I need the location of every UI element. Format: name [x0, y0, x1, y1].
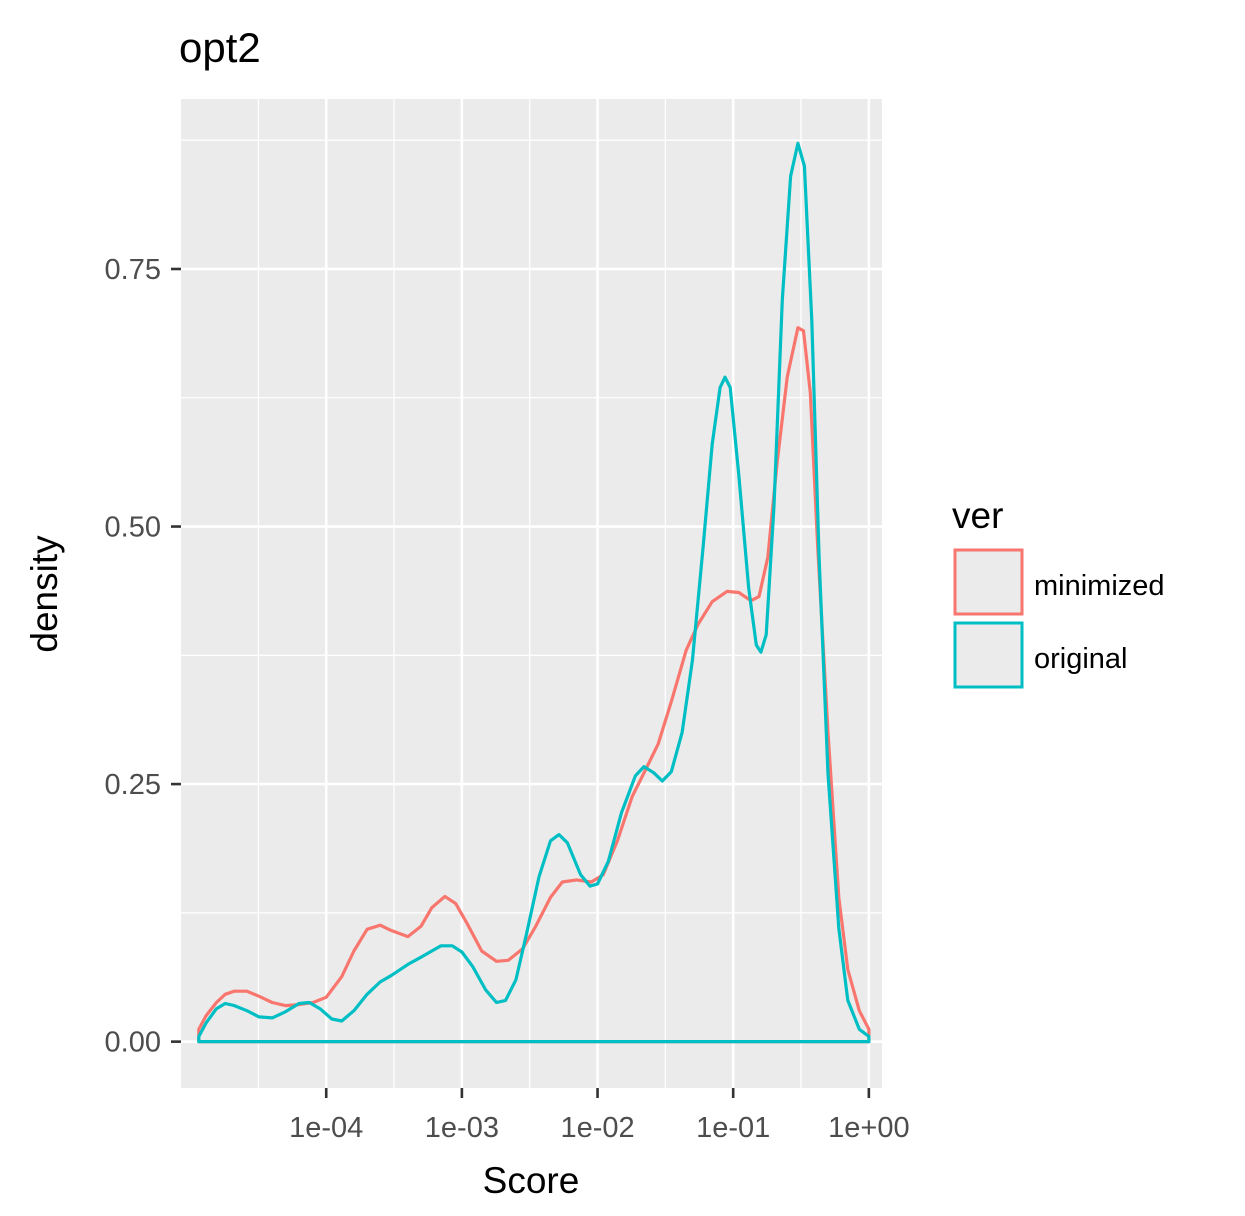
legend: ver minimized original [952, 495, 1165, 689]
y-tick-label: 0.50 [105, 512, 161, 544]
x-axis: 1e-04 1e-03 1e-02 1e-01 1e+00 [289, 1088, 910, 1144]
y-axis: 0.00 0.25 0.50 0.75 [105, 254, 181, 1059]
y-tick-label: 0.00 [105, 1027, 161, 1059]
x-tick-label: 1e-02 [560, 1112, 634, 1144]
series-line-original [197, 141, 871, 1044]
chart-title: opt2 [179, 24, 261, 71]
x-tick-label: 1e-03 [425, 1112, 499, 1144]
x-tick-label: 1e-04 [289, 1112, 363, 1144]
legend-key-minimized [953, 548, 1024, 616]
x-tick-label: 1e-01 [696, 1112, 770, 1144]
x-tick-label: 1e+00 [828, 1112, 909, 1144]
plot-panel [181, 99, 882, 1088]
legend-label-minimized: minimized [1034, 570, 1165, 602]
y-tick-label: 0.75 [105, 254, 161, 286]
legend-title: ver [952, 495, 1003, 536]
legend-items: minimized original [953, 548, 1165, 689]
x-axis-title: Score [483, 1160, 580, 1201]
density-series [197, 141, 871, 1044]
y-tick-label: 0.25 [105, 769, 161, 801]
legend-key-original [953, 621, 1024, 689]
y-axis-title: density [24, 535, 65, 653]
legend-label-original: original [1034, 643, 1128, 675]
